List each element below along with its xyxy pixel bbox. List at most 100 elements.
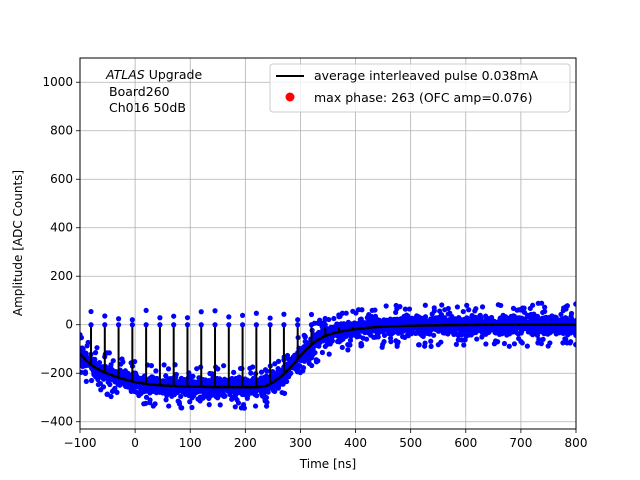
sample-point — [540, 336, 546, 342]
y-axis-label: Amplitude [ADC Counts] — [11, 170, 25, 316]
sample-point — [390, 327, 397, 334]
sample-point — [80, 369, 84, 375]
sample-point — [106, 350, 112, 356]
sample-point — [495, 326, 501, 333]
sample-point — [391, 316, 398, 322]
spike-top-point — [102, 322, 108, 328]
x-tick-label: 800 — [565, 436, 588, 450]
sample-point — [152, 401, 158, 407]
sample-point — [568, 330, 574, 336]
annotation-board: Board260 — [109, 84, 170, 99]
sample-point — [464, 302, 470, 308]
spike-outlier-point — [88, 308, 94, 315]
sample-point — [247, 365, 253, 371]
sample-point — [238, 405, 244, 411]
sample-point — [442, 328, 449, 334]
sample-point — [345, 347, 351, 353]
sample-point — [309, 348, 315, 354]
spike-top-point — [184, 322, 191, 328]
sample-point — [141, 401, 147, 407]
sample-point — [368, 332, 374, 338]
legend: average interleaved pulse 0.038mA max ph… — [269, 63, 571, 113]
y-axis-ticks: −400 −200 0 200 400 600 800 1000 — [40, 75, 80, 429]
sample-point — [483, 341, 489, 347]
x-tick-label: −100 — [64, 436, 97, 450]
sample-point — [100, 384, 107, 390]
sample-point — [510, 313, 517, 319]
sample-point — [262, 367, 269, 373]
sample-point — [315, 358, 321, 364]
sample-point — [542, 308, 548, 315]
sample-point — [518, 330, 524, 336]
sample-point — [339, 344, 345, 351]
spike-top-point — [336, 322, 342, 328]
sample-point — [250, 375, 257, 381]
sample-point — [292, 352, 298, 358]
annotation-block: ATLAS Upgrade Board260 Ch016 50dB — [105, 67, 202, 115]
sample-point — [468, 332, 474, 338]
plot-area — [80, 300, 576, 411]
sample-point — [143, 394, 150, 400]
sample-point — [372, 307, 378, 313]
sample-point — [459, 332, 465, 338]
y-tick-label: −400 — [40, 415, 73, 429]
spike-outlier-point — [143, 307, 149, 314]
sample-point — [402, 306, 408, 312]
sample-point — [539, 300, 545, 306]
sample-point — [503, 330, 509, 336]
sample-point — [479, 304, 486, 310]
sample-point — [395, 330, 402, 336]
sample-point — [259, 391, 265, 397]
spike-outlier-point — [239, 312, 246, 318]
spike-top-point — [281, 322, 287, 328]
sample-point — [438, 339, 444, 345]
sample-point — [111, 387, 117, 393]
sample-point — [413, 330, 419, 336]
sample-point — [428, 343, 434, 349]
sample-point — [178, 393, 184, 400]
sample-point — [325, 328, 331, 334]
annotation-upgrade: Upgrade — [149, 67, 203, 82]
sample-point — [252, 403, 259, 409]
sample-point — [408, 331, 415, 337]
sample-point — [534, 324, 541, 330]
sample-point — [422, 340, 428, 346]
x-axis-label: Time [ns] — [299, 457, 356, 471]
spike-outlier-point — [295, 317, 301, 323]
sample-point — [80, 346, 86, 352]
legend-marker-swatch — [285, 92, 295, 102]
sample-point — [163, 389, 169, 395]
spike-outlier-point — [184, 315, 191, 321]
sample-point — [102, 374, 109, 381]
spike-outlier-point — [212, 308, 218, 314]
legend-label-max-phase: max phase: 263 (OFC amp=0.076) — [314, 90, 532, 105]
sample-point — [270, 368, 276, 375]
sample-point — [406, 306, 413, 312]
sample-point — [461, 342, 467, 348]
sample-point — [161, 362, 167, 368]
sample-point — [232, 391, 238, 397]
sample-point — [371, 321, 377, 328]
sample-point — [279, 377, 285, 384]
sample-point — [431, 332, 437, 338]
sample-point — [123, 373, 129, 379]
sample-point — [511, 341, 518, 347]
spike-top-point — [239, 322, 246, 328]
sample-point — [221, 393, 227, 399]
y-tick-label: 800 — [50, 124, 73, 138]
sample-point — [329, 337, 335, 343]
spike-top-point — [322, 322, 328, 328]
spike-outlier-point — [171, 313, 177, 319]
spike-top-point — [88, 322, 94, 328]
x-tick-label: 500 — [399, 436, 422, 450]
x-tick-label: 100 — [179, 436, 202, 450]
sample-point — [472, 308, 478, 314]
sample-point — [520, 326, 526, 332]
spike-top-point — [226, 322, 232, 328]
sample-point — [322, 343, 328, 350]
spike-top-point — [308, 322, 315, 328]
sample-point — [568, 310, 575, 317]
sample-point — [485, 319, 491, 325]
sample-point — [176, 401, 183, 407]
sample-point — [366, 311, 372, 318]
